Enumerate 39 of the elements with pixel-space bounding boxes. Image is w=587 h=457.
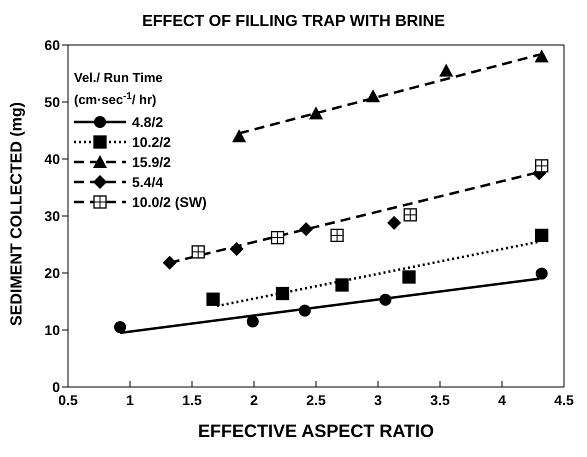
x-tick-label: 1 [126, 392, 134, 408]
point [298, 304, 311, 317]
y-tick-label: 0 [52, 378, 60, 395]
legend-label: 4.8/2 [132, 114, 164, 130]
y-axis-title: SEDIMENT COLLECTED (mg) [8, 102, 26, 326]
point [230, 242, 244, 256]
y-tick-label: 40 [44, 150, 60, 167]
legend-label: 5.4/4 [132, 174, 164, 190]
legend-title: Vel./ Run Time (cm·sec$^{-1}$/ hr) [74, 70, 163, 107]
point [309, 106, 323, 120]
x-tick-label: 1.5 [182, 392, 202, 408]
chart-title: EFFECT OF FILLING TRAP WITH BRINE [141, 12, 446, 32]
point [439, 64, 454, 77]
x-tick-label: 2.5 [306, 392, 326, 408]
point [536, 268, 548, 280]
legend-label: 10.0/2 (SW) [132, 194, 207, 210]
point [232, 129, 246, 142]
point [379, 294, 392, 306]
point [387, 216, 402, 230]
x-tick-label: 3.5 [430, 392, 450, 408]
x-tick-label: 4 [498, 392, 506, 408]
x-tick-label: 2 [250, 392, 258, 408]
point [366, 89, 380, 102]
y-tick-label: 60 [44, 36, 60, 53]
point [114, 321, 126, 334]
x-tick-label: 3 [374, 392, 382, 408]
y-tick-label: 20 [44, 264, 60, 281]
point [299, 222, 314, 236]
legend-label: 15.9/2 [132, 154, 172, 170]
y-tick-label: 10 [44, 322, 60, 338]
x-tick-label: 0.5 [58, 392, 78, 408]
y-tick-label: 50 [44, 94, 60, 110]
x-axis-title: EFFECTIVE ASPECT RATIO [198, 421, 434, 441]
legend-label: 10.2/2 [132, 134, 172, 150]
x-tick-label: 4.5 [554, 392, 574, 408]
y-tick-label: 30 [44, 208, 60, 224]
point [162, 256, 177, 270]
point [534, 49, 549, 62]
point [246, 315, 259, 328]
